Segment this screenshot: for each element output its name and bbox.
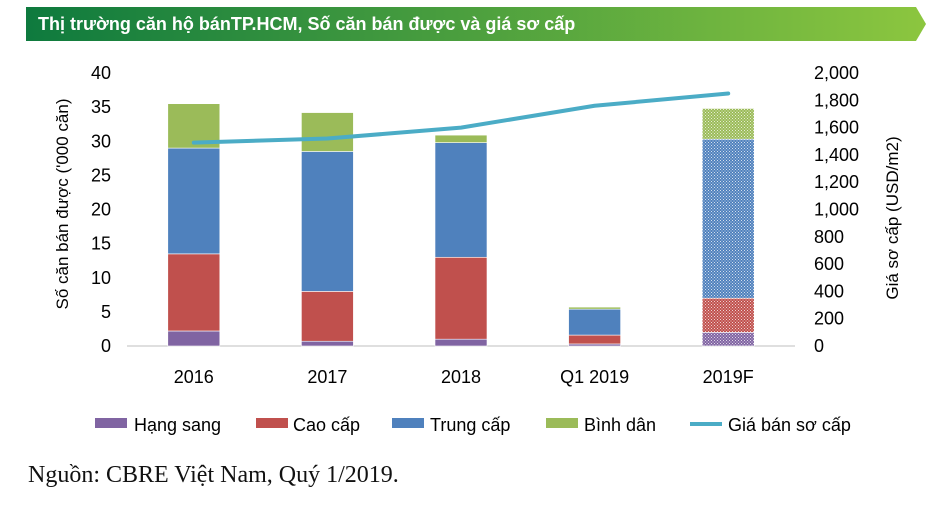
legend-label-price-line: Giá bán sơ cấp bbox=[728, 415, 851, 435]
bar-segment-hang_sang bbox=[301, 340, 354, 347]
bar-segment-cao_cap bbox=[301, 291, 354, 342]
stacked-bars bbox=[167, 103, 755, 347]
bar-segment-trung_cap bbox=[568, 308, 621, 336]
bar-segment-binh_dan bbox=[434, 134, 488, 143]
y2-axis-label: Giá sơ cấp (USD/m2) bbox=[883, 136, 902, 299]
forecast-hatch-binh_dan bbox=[702, 108, 755, 140]
y-axis-label: Số căn bán được ('000 căn) bbox=[53, 98, 72, 309]
x-tick-label: 2018 bbox=[441, 367, 481, 387]
forecast-hatch-cao_cap bbox=[702, 298, 755, 333]
bar-segment-hang_sang bbox=[167, 330, 221, 347]
y-tick-label: 35 bbox=[91, 97, 111, 117]
bar-segment-trung_cap bbox=[434, 142, 488, 258]
y2-tick-label: 0 bbox=[814, 336, 824, 356]
banner-arrow-shape bbox=[26, 7, 926, 41]
y2-tick-label: 1,400 bbox=[814, 145, 859, 165]
legend: Hạng sang Cao cấp Trung cấp Bình dân Giá… bbox=[95, 415, 851, 435]
price-line-group bbox=[191, 91, 731, 145]
legend-label-hang-sang: Hạng sang bbox=[134, 415, 221, 435]
bar-segment-trung_cap bbox=[167, 147, 221, 255]
bar-segment-trung_cap bbox=[301, 151, 354, 292]
legend-label-cao-cap: Cao cấp bbox=[293, 415, 360, 435]
forecast-hatch-trung_cap bbox=[702, 139, 755, 299]
y2-tick-label: 2,000 bbox=[814, 63, 859, 83]
y-tick-label: 10 bbox=[91, 268, 111, 288]
y2-tick-label: 600 bbox=[814, 254, 844, 274]
legend-swatch-binh-dan bbox=[546, 418, 578, 428]
left-axis-ticks: 0 5 10 15 20 25 30 35 40 bbox=[91, 63, 111, 356]
y2-tick-label: 200 bbox=[814, 309, 844, 329]
x-tick-label: 2017 bbox=[307, 367, 347, 387]
y-tick-label: 30 bbox=[91, 131, 111, 151]
bar-segment-cao_cap bbox=[434, 256, 488, 340]
legend-swatch-trung-cap bbox=[392, 418, 424, 428]
y-tick-label: 40 bbox=[91, 63, 111, 83]
chart-title: Thị trường căn hộ bánTP.HCM, Số căn bán … bbox=[38, 14, 575, 34]
bar-segment-hang_sang bbox=[434, 338, 488, 347]
y-tick-label: 25 bbox=[91, 165, 111, 185]
legend-label-trung-cap: Trung cấp bbox=[430, 415, 510, 435]
legend-label-binh-dan: Bình dân bbox=[584, 415, 656, 435]
bar-segment-cao_cap bbox=[167, 253, 221, 332]
right-axis-ticks: 0 200 400 600 800 1,000 1,200 1,400 1,600 1,800 2,… bbox=[814, 63, 859, 356]
legend-swatch-cao-cap bbox=[256, 418, 288, 428]
y-tick-label: 5 bbox=[101, 302, 111, 322]
y2-tick-label: 1,800 bbox=[814, 90, 859, 110]
bar-segment-cao_cap bbox=[568, 334, 621, 345]
source-note: Nguồn: CBRE Việt Nam, Quý 1/2019. bbox=[28, 462, 399, 488]
forecast-hatch-hang_sang bbox=[702, 332, 755, 346]
bar-segment-binh_dan bbox=[568, 306, 621, 310]
y-tick-label: 20 bbox=[91, 200, 111, 220]
x-tick-label: 2019F bbox=[703, 367, 754, 387]
category-labels: 2016 2017 2018 Q1 2019 2019F bbox=[174, 367, 754, 387]
x-tick-label: 2016 bbox=[174, 367, 214, 387]
x-tick-label: Q1 2019 bbox=[560, 367, 629, 387]
y2-tick-label: 1,600 bbox=[814, 118, 859, 138]
y-tick-label: 0 bbox=[101, 336, 111, 356]
price-line bbox=[191, 91, 731, 145]
y2-tick-label: 1,000 bbox=[814, 200, 859, 220]
title-banner: Thị trường căn hộ bánTP.HCM, Số căn bán … bbox=[26, 7, 926, 41]
y2-tick-label: 400 bbox=[814, 281, 844, 301]
y2-tick-label: 800 bbox=[814, 227, 844, 247]
chart: 0 5 10 15 20 25 30 35 40 0 200 400 600 800 1,000 1,200… bbox=[53, 63, 902, 435]
bar-segment-hang_sang bbox=[568, 343, 621, 347]
bar-segment-binh_dan bbox=[301, 112, 354, 152]
y-tick-label: 15 bbox=[91, 234, 111, 254]
legend-swatch-hang-sang bbox=[95, 418, 127, 428]
y2-tick-label: 1,200 bbox=[814, 172, 859, 192]
